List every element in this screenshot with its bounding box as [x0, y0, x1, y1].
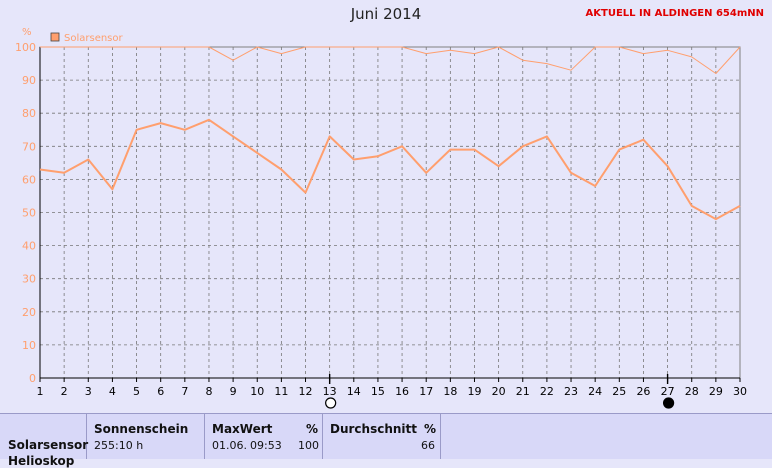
x-tick-label: 5	[133, 385, 140, 398]
x-tick-label: 30	[733, 385, 747, 398]
max-time: 09:53	[250, 439, 282, 452]
legend-swatch	[50, 32, 60, 42]
max-value: 100	[298, 439, 319, 452]
x-tick-label: 20	[492, 385, 506, 398]
series-lines	[39, 46, 741, 221]
x-tick-label: 10	[250, 385, 264, 398]
y-tick-label: 10	[22, 339, 36, 352]
x-tick-label: 13	[323, 385, 337, 398]
chart-title: Juni 2014	[350, 5, 422, 23]
x-tick-label: 19	[467, 385, 481, 398]
stats-panel: Solarsensor Helioskop Sonnenschein 255:1…	[0, 413, 772, 468]
y-tick-label: 50	[22, 207, 36, 220]
y-tick-label: 0	[29, 372, 36, 385]
x-tick-label: 7	[181, 385, 188, 398]
x-tick-label: 25	[612, 385, 626, 398]
sunshine-header: Sonnenschein	[94, 422, 189, 436]
avg-unit: %	[424, 422, 437, 436]
avg-cell: Durchschnitt % 66	[323, 414, 441, 459]
y-tick-label: 100	[15, 41, 36, 54]
x-tick-label: 15	[371, 385, 385, 398]
x-tick-label: 12	[299, 385, 313, 398]
y-tick-label: 40	[22, 240, 36, 253]
x-tick-label: 14	[347, 385, 361, 398]
x-tick-label: 29	[709, 385, 723, 398]
y-unit-label: %	[22, 27, 32, 38]
stats-rowlabel-cell: Solarsensor Helioskop	[0, 414, 89, 468]
row-label-2: Helioskop	[8, 454, 75, 468]
grid	[40, 47, 740, 378]
x-tick-label: 1	[37, 385, 44, 398]
series-line-2	[40, 46, 741, 74]
sunshine-value: 255:10 h	[94, 439, 144, 452]
x-tick-label: 17	[419, 385, 433, 398]
y-tick-label: 60	[22, 173, 36, 186]
moon-phase-markers	[325, 374, 675, 409]
max-date: 01.06.	[212, 439, 247, 452]
y-tick-label: 80	[22, 107, 36, 120]
legend-label: Solarsensor	[64, 33, 124, 44]
x-tick-label: 16	[395, 385, 409, 398]
max-unit: %	[306, 422, 319, 436]
x-tick-label: 9	[230, 385, 237, 398]
new-moon-icon	[662, 397, 675, 409]
x-tick-label: 28	[685, 385, 699, 398]
x-tick-label: 4	[109, 385, 116, 398]
max-cell: MaxWert % 01.06. 09:53 100	[205, 414, 323, 459]
x-tick-label: 8	[205, 385, 212, 398]
y-tick-label: 90	[22, 74, 36, 87]
x-tick-label: 11	[274, 385, 288, 398]
station-label: AKTUELL IN ALDINGEN 654mNN	[585, 8, 764, 19]
y-tick-label: 70	[22, 140, 36, 153]
x-tick-label: 26	[636, 385, 650, 398]
axes	[39, 47, 741, 382]
x-tick-label: 23	[564, 385, 578, 398]
max-header: MaxWert	[212, 422, 273, 436]
avg-header: Durchschnitt	[330, 422, 418, 436]
x-tick-label: 6	[157, 385, 164, 398]
y-tick-label: 30	[22, 273, 36, 286]
row-label: Solarsensor	[8, 438, 89, 452]
x-tick-label: 22	[540, 385, 554, 398]
x-tick-label: 3	[85, 385, 92, 398]
x-tick-label: 18	[443, 385, 457, 398]
avg-value: 66	[421, 439, 435, 452]
x-tick-label: 27	[661, 385, 675, 398]
y-tick-label: 20	[22, 306, 36, 319]
x-tick-label: 24	[588, 385, 602, 398]
x-tick-label: 21	[516, 385, 530, 398]
series-line-1	[39, 118, 741, 221]
x-tick-label: 2	[61, 385, 68, 398]
full-moon-icon	[325, 397, 337, 409]
sunshine-cell: Sonnenschein 255:10 h	[87, 414, 205, 459]
